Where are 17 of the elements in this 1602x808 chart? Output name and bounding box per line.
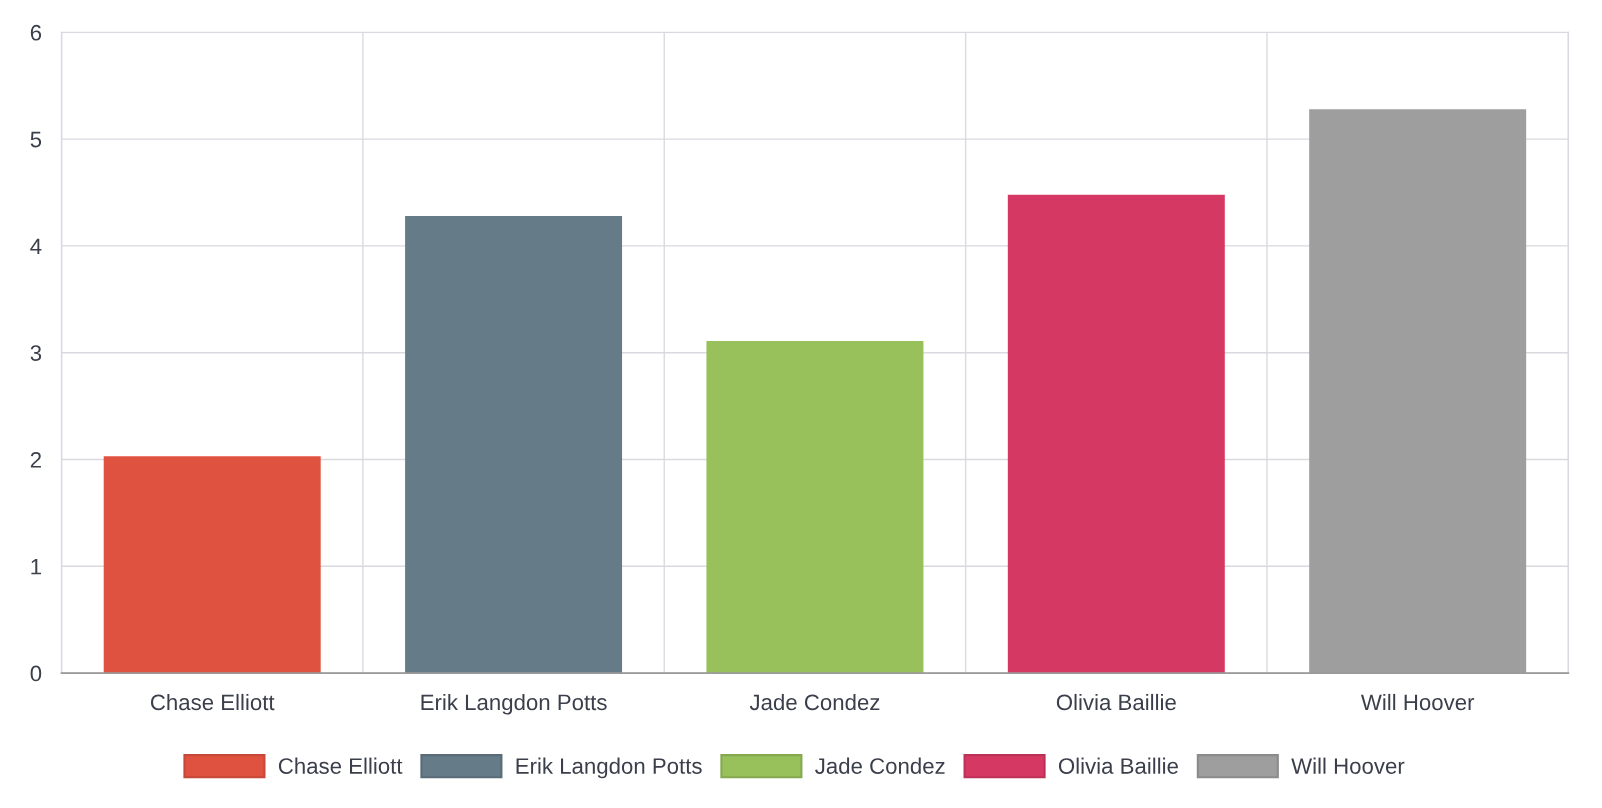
y-tick-label: 0 <box>30 665 42 682</box>
y-tick-label: 5 <box>30 131 42 148</box>
x-tick-label: Will Hoover <box>1360 693 1475 711</box>
y-tick-label: 1 <box>31 559 41 575</box>
legend-label: Will Hoover <box>1291 757 1405 774</box>
y-tick-label: 6 <box>30 24 42 41</box>
y-tick-label: 2 <box>30 452 41 468</box>
legend-label: Olivia Baillie <box>1058 757 1178 774</box>
y-tick-label: 3 <box>30 345 42 361</box>
legend-label: Chase Elliott <box>278 757 403 774</box>
legend-label: Jade Condez <box>815 757 945 774</box>
x-tick-label: Erik Langdon Potts <box>421 693 607 715</box>
legend-label: Erik Langdon Potts <box>516 757 702 779</box>
x-tick-label: Olivia Baillie <box>1056 693 1176 711</box>
y-tick-label: 4 <box>30 238 42 254</box>
x-tick-label: Chase Elliott <box>150 693 275 711</box>
x-tick-label: Jade Condez <box>749 693 880 711</box>
